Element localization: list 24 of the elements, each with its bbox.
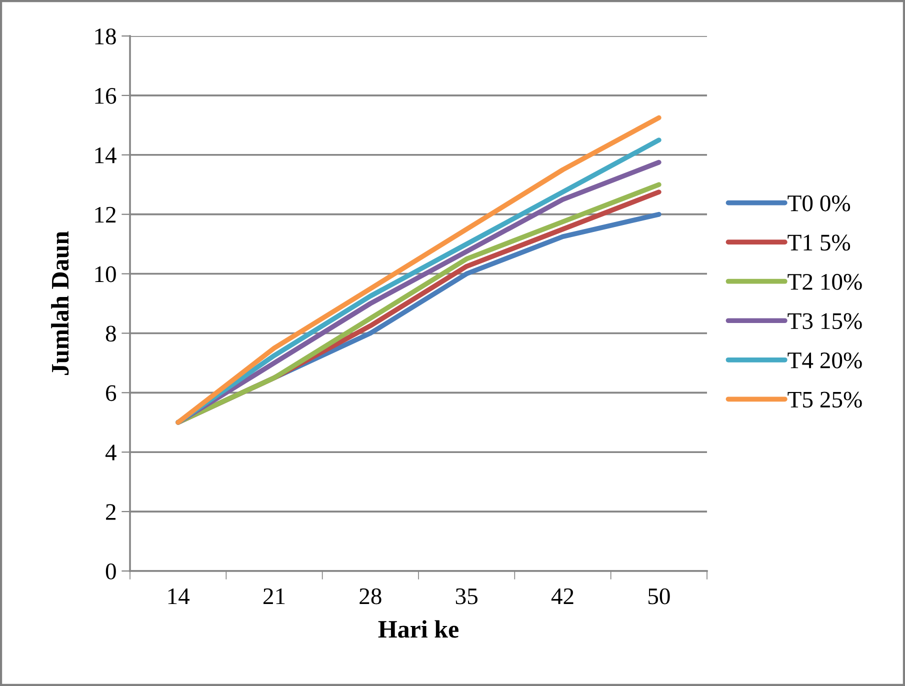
y-tick-label: 12 <box>95 206 116 223</box>
x-axis-title: Hari ke <box>378 620 458 638</box>
y-tick-label: 16 <box>95 88 116 104</box>
y-tick-label: 6 <box>106 385 116 402</box>
x-tick-label: 35 <box>456 588 478 604</box>
x-tick-label: 42 <box>551 588 574 604</box>
x-tick-label: 28 <box>360 588 382 604</box>
legend-label: T3 15% <box>788 313 862 330</box>
y-tick-label: 4 <box>105 444 116 460</box>
y-tick-label: 14 <box>95 147 116 164</box>
legend-label: T2 10% <box>788 274 862 290</box>
x-tick-label: 21 <box>263 588 285 604</box>
legend-label: T5 25% <box>788 392 862 408</box>
y-tick-label: 0 <box>106 563 116 580</box>
y-tick-label: 8 <box>106 326 116 342</box>
y-axis-title: Jumlah Daun <box>51 231 69 375</box>
y-tick-label: 10 <box>95 266 116 282</box>
y-tick-label: 2 <box>106 504 116 520</box>
x-tick-label: 50 <box>648 588 670 604</box>
y-tick-label: 18 <box>95 28 116 44</box>
legend-label: T1 5% <box>788 234 850 251</box>
legend-label: T4 20% <box>788 352 862 368</box>
x-tick-label: 14 <box>168 588 190 604</box>
legend-label: T0 0% <box>788 195 850 212</box>
